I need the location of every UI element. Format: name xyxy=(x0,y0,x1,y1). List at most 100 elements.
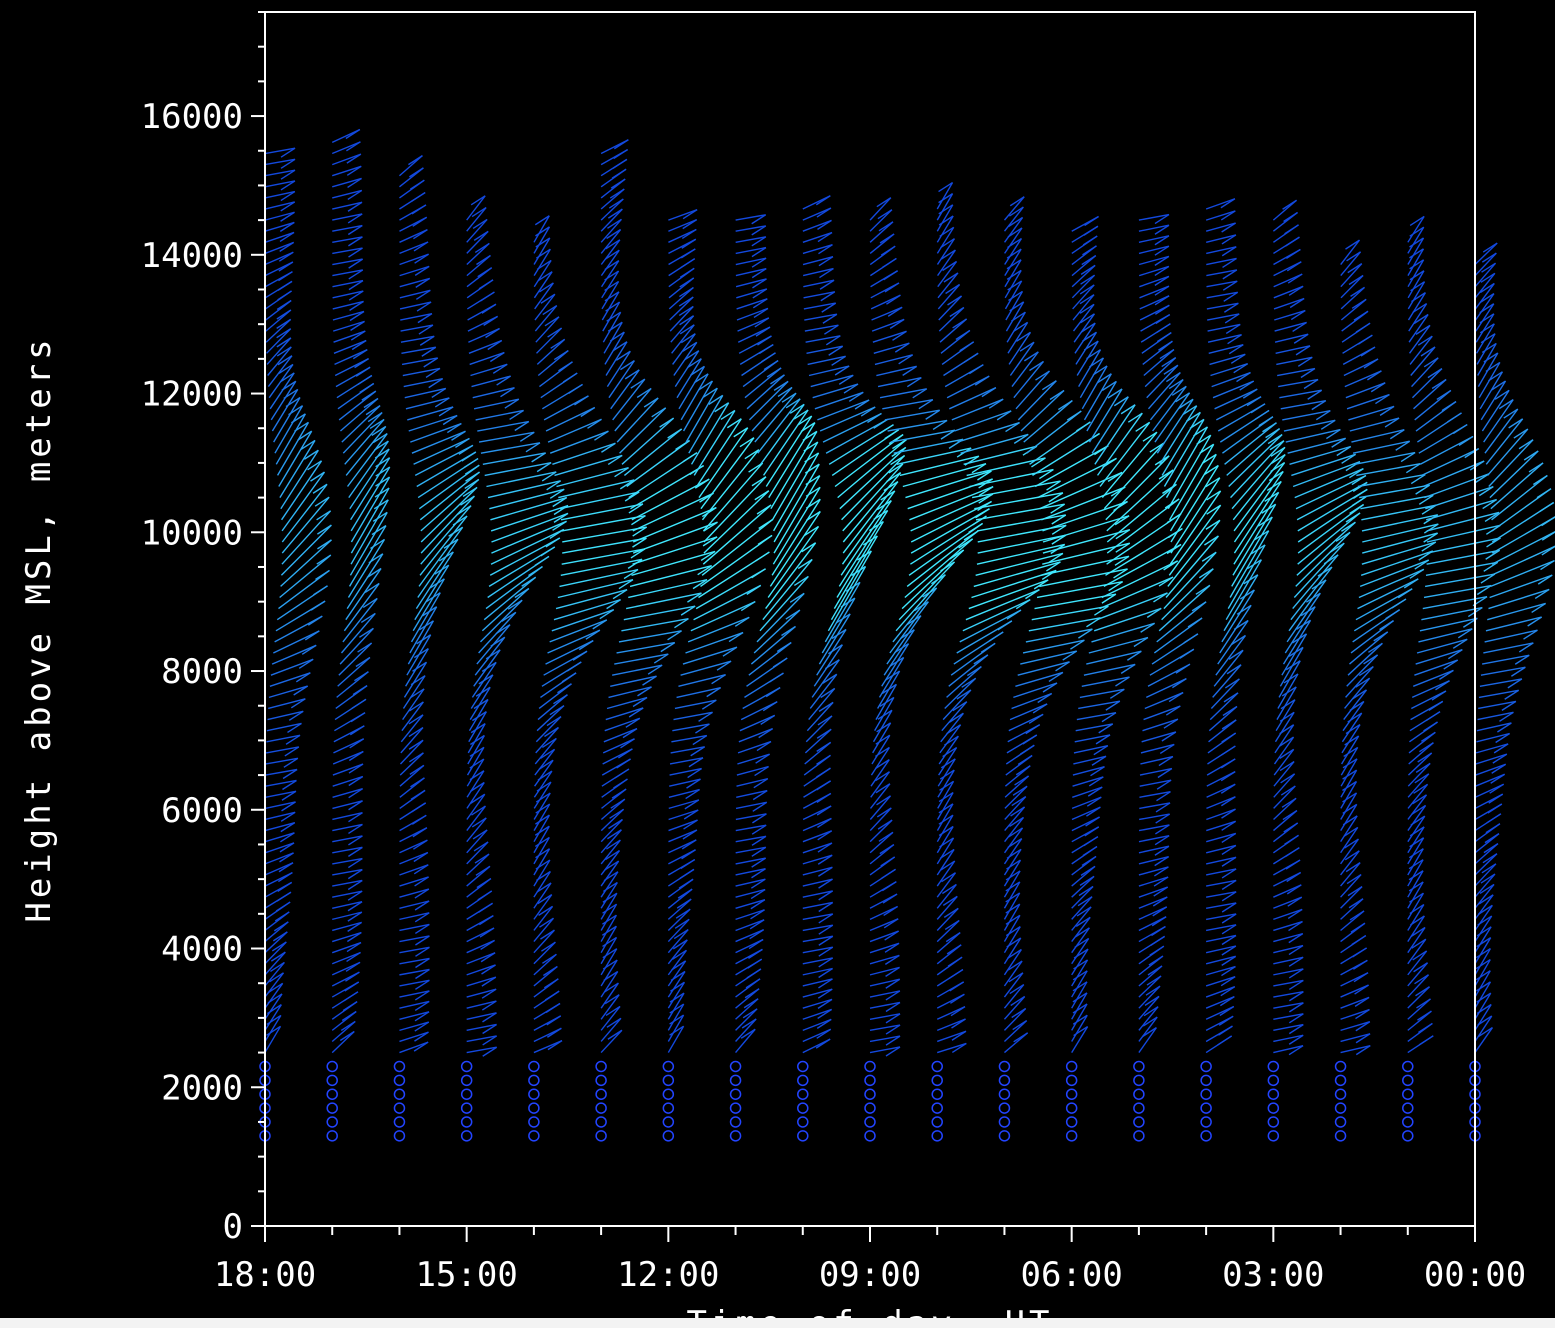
wind-barb-flag xyxy=(605,849,620,861)
calm-marker xyxy=(528,1060,540,1073)
wind-barb-flag xyxy=(1032,703,1048,714)
wind-barb-flag xyxy=(290,698,306,709)
wind-barb-flag xyxy=(940,429,956,440)
wind-barb xyxy=(803,302,836,310)
wind-barb xyxy=(738,727,773,743)
wind-barb-flag xyxy=(474,853,490,864)
wind-barb xyxy=(939,318,968,343)
wind-barb xyxy=(1273,944,1304,954)
wind-barb-flag xyxy=(1480,573,1496,584)
wind-barb xyxy=(1340,984,1369,998)
wind-barb xyxy=(804,324,839,332)
wind-barb-flag xyxy=(1079,875,1095,886)
wind-barb-flag xyxy=(606,1017,622,1028)
wind-barb-flag xyxy=(470,734,485,746)
wind-barb-flag xyxy=(1037,692,1053,704)
wind-barb-flag xyxy=(816,741,832,752)
wind-barb-flag xyxy=(1163,560,1179,571)
wind-barb xyxy=(802,935,833,943)
wind-barb-flag xyxy=(854,399,870,410)
wind-barb-flag xyxy=(1417,335,1433,346)
wind-barb xyxy=(937,780,955,809)
wind-barb-flag xyxy=(876,722,892,733)
wind-barb xyxy=(667,981,686,1009)
wind-barb xyxy=(600,892,618,920)
wind-barb-flag xyxy=(941,872,956,883)
wind-barb-flag xyxy=(1457,628,1473,639)
wind-barb xyxy=(869,978,900,987)
wind-barb xyxy=(1407,950,1428,976)
wind-barb-flag xyxy=(1242,388,1258,399)
wind-barb-flag xyxy=(350,330,366,341)
wind-barb-flag xyxy=(628,707,644,718)
wind-barb-flag xyxy=(538,759,554,770)
wind-barb xyxy=(1146,677,1187,699)
wind-barb-flag xyxy=(1479,883,1495,894)
wind-barb xyxy=(280,460,323,521)
wind-barb-flag xyxy=(1198,568,1214,579)
wind-barb-flag xyxy=(695,723,710,734)
wind-barb xyxy=(1414,659,1458,676)
wind-barb-flag xyxy=(423,357,439,368)
wind-barb xyxy=(667,992,685,1020)
wind-barb-flag xyxy=(446,422,462,434)
wind-barb xyxy=(1003,1008,1027,1031)
wind-barb-flag xyxy=(602,914,617,925)
wind-barb-flag xyxy=(1290,309,1306,321)
wind-barb-flag xyxy=(1409,568,1425,579)
wind-barb xyxy=(399,888,430,898)
wind-barb xyxy=(1071,1026,1089,1053)
wind-barb-flag xyxy=(276,337,292,348)
wind-barb xyxy=(690,402,730,465)
wind-barb xyxy=(265,779,297,787)
wind-barb xyxy=(968,579,1049,610)
wind-barb xyxy=(667,971,686,998)
wind-barb-flag xyxy=(963,352,979,363)
wind-barb-flag xyxy=(1101,380,1117,391)
wind-barb xyxy=(264,941,287,965)
wind-barb xyxy=(765,542,817,610)
wind-barb-flag xyxy=(1221,879,1237,891)
wind-barb-flag xyxy=(278,871,293,883)
wind-barb-flag xyxy=(1389,429,1405,440)
wind-barb-flag xyxy=(974,375,990,386)
wind-barb xyxy=(345,425,387,476)
wind-barb-flag xyxy=(1288,1034,1304,1045)
wind-barb-flag xyxy=(977,470,992,481)
wind-barb-flag xyxy=(642,675,657,686)
wind-barb xyxy=(1273,956,1304,965)
wind-barb-flag xyxy=(346,941,362,953)
wind-barb xyxy=(601,270,620,299)
wind-barb xyxy=(332,763,364,776)
wind-barb-flag xyxy=(1360,346,1376,357)
wind-barb-flag xyxy=(1288,920,1303,932)
wind-barb xyxy=(879,388,927,399)
wind-barb xyxy=(869,197,892,221)
wind-barb-flag xyxy=(1395,440,1411,451)
wind-barb-flag xyxy=(1154,235,1170,246)
y-tick-label: 16000 xyxy=(141,97,243,137)
wind-barb xyxy=(1340,886,1363,909)
wind-barb xyxy=(936,193,954,221)
wind-barb xyxy=(735,246,767,255)
wind-barb xyxy=(1071,981,1088,1009)
calm-marker xyxy=(797,1116,809,1128)
wind-barb-flag xyxy=(751,476,767,487)
wind-barb-flag xyxy=(750,888,766,900)
wind-barb xyxy=(1139,275,1170,288)
wind-barb-flag xyxy=(818,890,834,901)
wind-barb xyxy=(1274,724,1295,754)
wind-barb-flag xyxy=(623,569,639,580)
wind-barb-flag xyxy=(756,740,772,752)
wind-barb-flag xyxy=(414,253,429,264)
wind-barb-flag xyxy=(359,627,374,638)
wind-barb xyxy=(602,738,635,754)
wind-barb xyxy=(534,759,554,787)
wind-barb xyxy=(346,553,384,609)
y-tick-label: 2000 xyxy=(161,1068,243,1108)
wind-barb-flag xyxy=(1514,654,1530,665)
wind-barb-flag xyxy=(949,712,964,723)
wind-barb xyxy=(1156,601,1207,643)
wind-barb xyxy=(757,398,801,454)
